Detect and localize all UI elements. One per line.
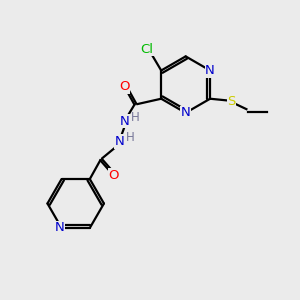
Text: N: N: [181, 106, 190, 119]
Text: N: N: [54, 221, 64, 235]
Text: N: N: [120, 115, 130, 128]
Text: O: O: [108, 169, 119, 182]
Text: N: N: [205, 64, 215, 77]
Text: O: O: [119, 80, 129, 93]
Text: N: N: [115, 135, 124, 148]
Text: H: H: [131, 111, 140, 124]
Text: Cl: Cl: [140, 43, 153, 56]
Text: H: H: [126, 131, 134, 144]
Text: S: S: [227, 94, 236, 108]
